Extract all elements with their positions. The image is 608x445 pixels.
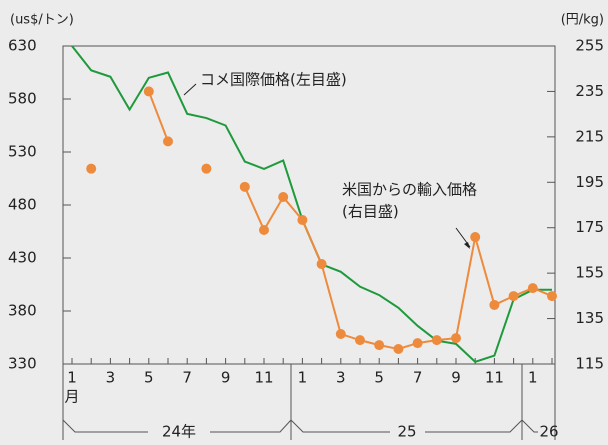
y2-axis-label: (円/kg)	[561, 13, 604, 28]
bracket	[210, 419, 292, 433]
x-tick-label: 1	[528, 369, 538, 387]
year-label: 24年	[162, 423, 196, 441]
y-tick-label: 380	[8, 302, 37, 320]
plot-frame	[62, 45, 556, 365]
x-tick-label: 5	[374, 369, 384, 387]
series-line	[71, 45, 552, 364]
x-tick-label: 1	[298, 369, 308, 387]
point	[393, 344, 404, 355]
y2-tick-label: 155	[575, 264, 604, 282]
x-tick-label: 9	[221, 369, 231, 387]
bracket	[425, 419, 523, 433]
point	[451, 333, 461, 344]
x-tick-label: 7	[182, 369, 192, 387]
y2-tick-label: 175	[575, 218, 604, 236]
y-axis-label: (us$/トン)	[10, 13, 74, 28]
bracket	[521, 419, 538, 433]
point	[143, 86, 154, 97]
point	[86, 163, 97, 174]
year-label: 26	[539, 423, 558, 441]
point	[163, 136, 173, 147]
bracket	[62, 419, 148, 433]
x-tick-label: 5	[144, 369, 154, 387]
point	[470, 232, 481, 243]
point	[278, 192, 289, 203]
point	[259, 224, 269, 235]
y-tick-label: 480	[8, 196, 37, 214]
x-tick-label: 7	[413, 369, 423, 387]
point	[201, 163, 212, 174]
x-tick-label: 3	[106, 369, 116, 387]
point	[335, 329, 346, 340]
y2-tick-label: 135	[575, 309, 604, 327]
year-label: 25	[397, 423, 416, 441]
y2-tick-label: 215	[575, 127, 604, 145]
x-tick-label: 11	[254, 369, 273, 387]
point	[355, 335, 365, 346]
y2-tick-label: 235	[575, 82, 604, 100]
arrow-head	[464, 242, 470, 249]
y2-tick-label: 115	[575, 355, 604, 373]
point	[431, 335, 442, 346]
annotation: 米国からの輸入価格	[342, 181, 477, 199]
y2-tick-label: 195	[575, 173, 604, 191]
point	[297, 214, 308, 225]
annotation: コメ国際価格(左目盛)	[200, 71, 347, 89]
y-tick-label: 630	[8, 37, 37, 55]
point	[239, 181, 250, 192]
arrow	[183, 83, 197, 96]
x-tick-label: 11	[485, 369, 504, 387]
point	[527, 283, 538, 294]
x-unit-label: 月	[64, 388, 79, 406]
annotation: (右目盛)	[342, 203, 399, 221]
x-tick-label: 3	[336, 369, 346, 387]
x-tick-label: 1	[67, 369, 77, 387]
x-tick-label: 9	[451, 369, 461, 387]
point	[489, 299, 500, 310]
point	[412, 338, 423, 349]
y-tick-label: 330	[8, 355, 37, 373]
point	[547, 291, 557, 302]
point	[316, 259, 327, 270]
bracket	[290, 419, 390, 433]
point	[508, 291, 519, 302]
point	[374, 340, 385, 351]
y-tick-label: 530	[8, 143, 37, 161]
y2-tick-label: 255	[575, 37, 604, 55]
y-tick-label: 580	[8, 90, 37, 108]
y-tick-label: 430	[8, 249, 37, 267]
